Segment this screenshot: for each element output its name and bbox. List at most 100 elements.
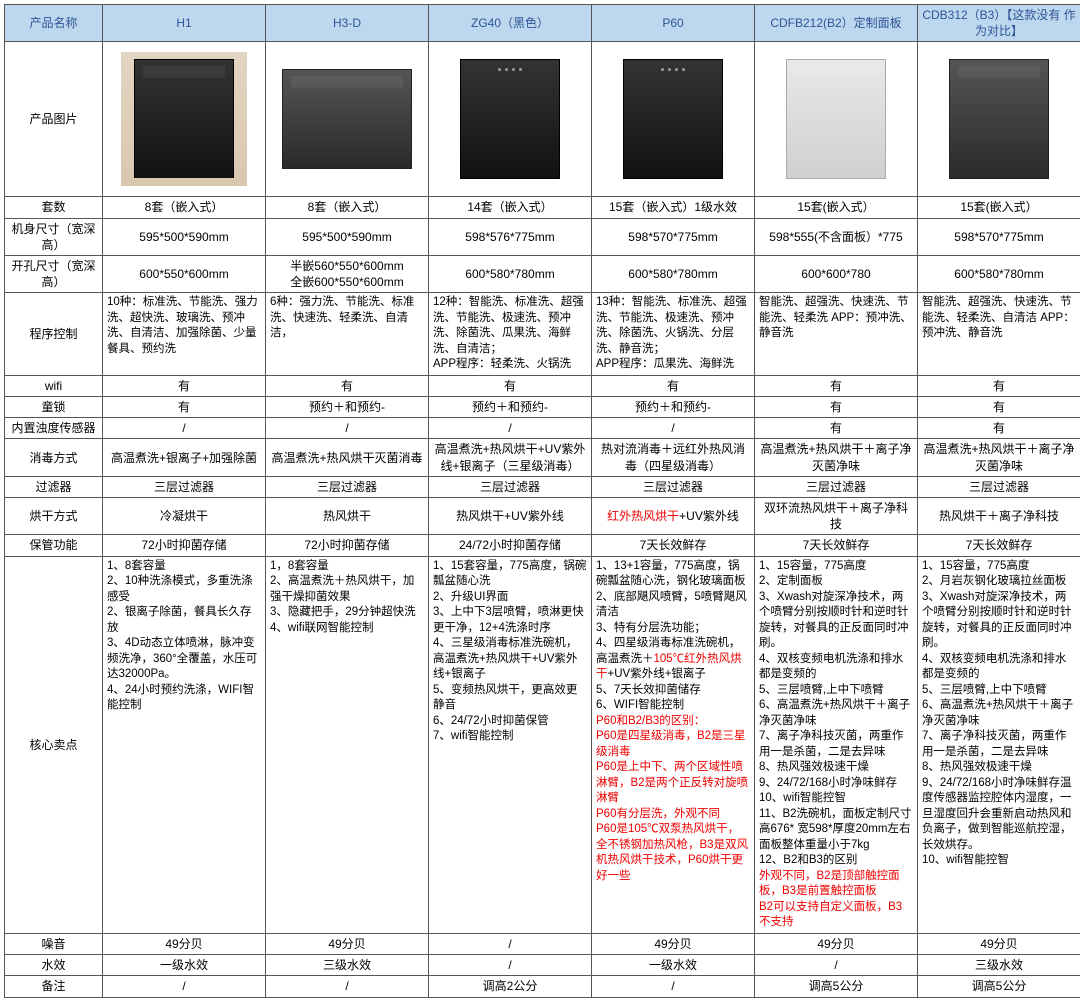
c-filter-0: 三层过滤器 [103,476,266,497]
hdr-p3: P60 [592,5,755,42]
c-noise-4: 49分贝 [755,933,918,954]
img-p2 [429,42,592,197]
c-store-5: 7天长效鲜存 [918,535,1080,556]
c-lock-3: 预约＋和预约- [592,397,755,418]
c-store-0: 72小时抑菌存储 [103,535,266,556]
hdr-product-name: 产品名称 [5,5,103,42]
c-body-2: 598*576*775mm [429,218,592,255]
c-sell-4a: 1、15容量，775高度2、定制面板3、Xwash对旋深净技术，两个喷臂分别按顺… [759,560,912,867]
c-dry-5: 热风烘干＋离子净科技 [918,498,1080,535]
image-row: 产品图片 [5,42,1080,197]
c-ster-0: 高温煮洗+银离子+加强除菌 [103,439,266,476]
c-turb-0: / [103,418,266,439]
lbl-lock: 童锁 [5,397,103,418]
c-filter-4: 三层过滤器 [755,476,918,497]
c-dry-4: 双环流热风烘干＋离子净科技 [755,498,918,535]
c-filter-1: 三层过滤器 [266,476,429,497]
c-body-3: 598*570*775mm [592,218,755,255]
c-store-1: 72小时抑菌存储 [266,535,429,556]
c-ster-5: 高温煮洗+热风烘干＋离子净灭菌净味 [918,439,1080,476]
lbl-noise: 噪音 [5,933,103,954]
c-cut-2: 600*580*780mm [429,255,592,292]
lbl-cut: 开孔尺寸（宽深高） [5,255,103,292]
c-noise-2: / [429,933,592,954]
c-prog-5: 智能洗、超强洗、快速洗、节能洗、轻柔洗、自清洁 APP：预冲洗、静音洗 [918,293,1080,376]
c-water-2: / [429,955,592,976]
c-sell-1: 1，8套容量2、高温煮洗＋热风烘干，加强干燥抑菌效果3、隐藏把手，29分钟超快洗… [266,556,429,933]
img-p5 [918,42,1080,197]
c-water-1: 三级水效 [266,955,429,976]
c-sell-3b: +UV紫外线+银离子5、7天长效抑菌储存6、WIFI智能控制 [596,668,706,711]
c-store-3: 7天长效鲜存 [592,535,755,556]
lbl-sell: 核心卖点 [5,556,103,933]
c-turb-5: 有 [918,418,1080,439]
c-sell-3a: 1、13+1容量，775高度，锅碗瓢盆随心洗，钢化玻璃面板2、底部飓风喷臂，5喷… [596,560,747,665]
lbl-sets: 套数 [5,197,103,218]
c-cut-5: 600*580*780mm [918,255,1080,292]
c-turb-2: / [429,418,592,439]
lbl-prog: 程序控制 [5,293,103,376]
c-prog-1: 6种：强力洗、节能洗、标准洗、快速洗、轻柔洗、自清洁， [266,293,429,376]
c-wifi-3: 有 [592,375,755,396]
c-store-4: 7天长效鲜存 [755,535,918,556]
c-ster-2: 高温煮洗+热风烘干+UV紫外线+银离子（三星级消毒） [429,439,592,476]
c-prog-3: 13种：智能洗、标准洗、超强洗、节能洗、极速洗、预冲洗、除菌洗、火锅洗、分层洗、… [592,293,755,376]
c-sell-4: 1、15容量，775高度2、定制面板3、Xwash对旋深净技术，两个喷臂分别按顺… [755,556,918,933]
c-dry-1: 热风烘干 [266,498,429,535]
c-lock-0: 有 [103,397,266,418]
c-cut-0: 600*550*600mm [103,255,266,292]
c-dry-3-red: 红外热风烘干 [607,509,679,523]
c-cut-4: 600*600*780 [755,255,918,292]
lbl-turb: 内置浊度传感器 [5,418,103,439]
img-p0 [103,42,266,197]
c-prog-4: 智能洗、超强洗、快速洗、节能洗、轻柔洗 APP：预冲洗、静音洗 [755,293,918,376]
comparison-table: 产品名称 H1 H3-D ZG40（黑色） P60 CDFB212(B2）定制面… [4,4,1080,998]
c-filter-2: 三层过滤器 [429,476,592,497]
c-remark-3: / [592,976,755,997]
c-sets-2: 14套（嵌入式） [429,197,592,218]
c-water-0: 一级水效 [103,955,266,976]
c-lock-1: 预约＋和预约- [266,397,429,418]
c-sets-5: 15套(嵌入式） [918,197,1080,218]
c-wifi-0: 有 [103,375,266,396]
c-sets-3: 15套（嵌入式）1级水效 [592,197,755,218]
lbl-store: 保管功能 [5,535,103,556]
img-p4 [755,42,918,197]
c-dry-0: 冷凝烘干 [103,498,266,535]
c-wifi-1: 有 [266,375,429,396]
c-sets-4: 15套(嵌入式） [755,197,918,218]
c-water-3: 一级水效 [592,955,755,976]
hdr-p4: CDFB212(B2）定制面板 [755,5,918,42]
hdr-p1: H3-D [266,5,429,42]
c-body-1: 595*500*590mm [266,218,429,255]
header-row: 产品名称 H1 H3-D ZG40（黑色） P60 CDFB212(B2）定制面… [5,5,1080,42]
lbl-dry: 烘干方式 [5,498,103,535]
c-noise-3: 49分贝 [592,933,755,954]
c-sell-3: 1、13+1容量，775高度，锅碗瓢盆随心洗，钢化玻璃面板2、底部飓风喷臂，5喷… [592,556,755,933]
c-turb-3: / [592,418,755,439]
c-dry-3: 红外热风烘干+UV紫外线 [592,498,755,535]
c-prog-0: 10种：标准洗、节能洗、强力洗、超快洗、玻璃洗、预冲洗、自清洁、加强除菌、少量餐… [103,293,266,376]
c-sell-0: 1、8套容量2、10种洗涤模式，多重洗涤感受2、银离子除菌，餐具长久存放3、4D… [103,556,266,933]
img-p1 [266,42,429,197]
c-remark-0: / [103,976,266,997]
c-sell-2: 1、15套容量，775高度，锅碗瓢盆随心洗2、升级UI界面3、上中下3层喷臂，喷… [429,556,592,933]
img-p3 [592,42,755,197]
c-store-2: 24/72小时抑菌存储 [429,535,592,556]
c-wifi-4: 有 [755,375,918,396]
c-turb-1: / [266,418,429,439]
c-cut-3: 600*580*780mm [592,255,755,292]
c-remark-4: 调高5公分 [755,976,918,997]
c-ster-1: 高温煮洗+热风烘干灭菌消毒 [266,439,429,476]
c-lock-2: 预约＋和预约- [429,397,592,418]
c-body-0: 595*500*590mm [103,218,266,255]
lbl-wifi: wifi [5,375,103,396]
hdr-p0: H1 [103,5,266,42]
c-remark-2: 调高2公分 [429,976,592,997]
c-ster-3: 热对流消毒＋远红外热风消毒（四星级消毒） [592,439,755,476]
c-turb-4: 有 [755,418,918,439]
c-noise-5: 49分贝 [918,933,1080,954]
c-sell-3r2: P60和B2/B3的区别：P60是四星级消毒，B2是三星级消毒P60是上中下、两… [596,715,748,882]
c-sell-4r: 外观不同，B2是顶部触控面板，B3是前置触控面板B2可以支持自定义面板，B3不支… [759,870,902,929]
c-prog-2: 12种：智能洗、标准洗、超强洗、节能洗、极速洗、预冲洗、除菌洗、瓜果洗、海鲜洗、… [429,293,592,376]
